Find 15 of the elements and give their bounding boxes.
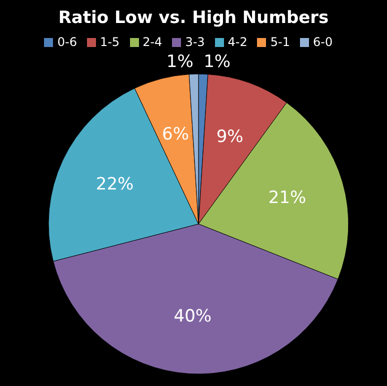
legend-label: 2-4 <box>142 35 162 49</box>
legend-label: 5-1 <box>270 35 290 49</box>
data-label: 9% <box>216 126 244 147</box>
data-label: 1% <box>166 52 194 72</box>
data-label: 21% <box>268 188 306 208</box>
legend-label: 0-6 <box>57 35 77 49</box>
data-label: 40% <box>174 306 212 326</box>
data-label: 6% <box>162 124 189 144</box>
legend-label: 1-5 <box>100 35 120 49</box>
legend-label: 3-3 <box>185 35 205 49</box>
legend-label: 4-2 <box>228 35 248 49</box>
legend-label: 6-0 <box>313 35 333 49</box>
chart-title: Ratio Low vs. High Numbers <box>57 8 330 28</box>
data-label: 1% <box>204 52 231 72</box>
data-label: 22% <box>96 174 134 195</box>
